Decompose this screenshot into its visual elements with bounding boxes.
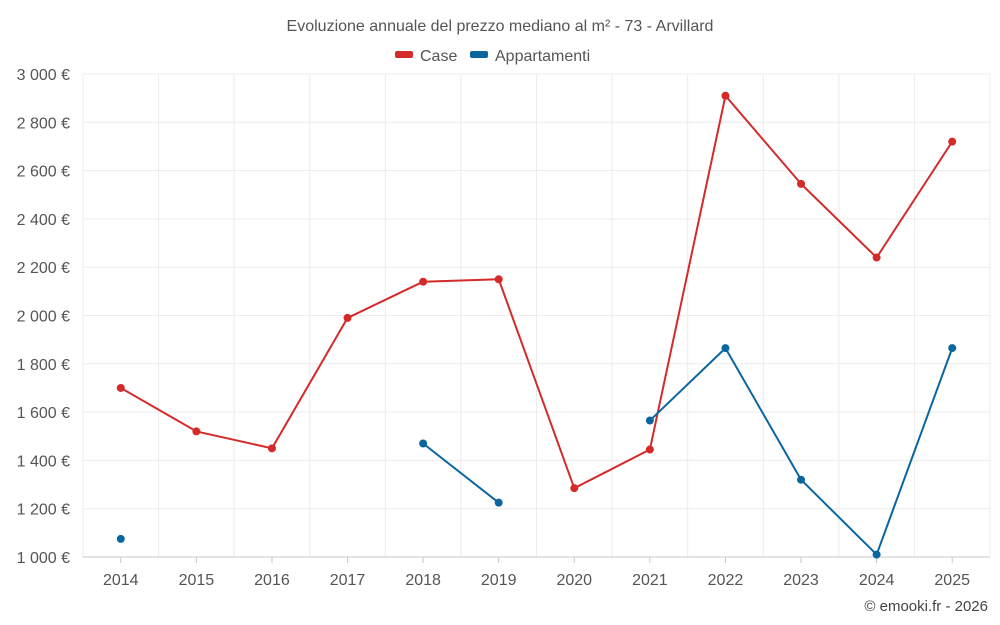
y-tick-label: 1 000 € [17,550,70,567]
y-tick-label: 2 400 € [17,212,70,229]
data-point-appartamenti[interactable] [116,534,125,543]
series-line-appartamenti [422,442,500,504]
y-tick-label: 2 600 € [17,164,70,181]
y-tick-label: 1 800 € [17,357,70,374]
x-tick-label: 2021 [632,572,668,589]
legend-label-appartamenti: Appartamenti [495,48,590,65]
x-tick-label: 2020 [556,572,592,589]
x-tick-label: 2014 [103,572,139,589]
data-point-case[interactable] [721,91,730,100]
data-point-case[interactable] [872,253,881,262]
legend-item-case[interactable]: Case [395,48,457,65]
data-point-case[interactable] [797,179,806,188]
data-point-appartamenti[interactable] [494,498,503,507]
legend-item-appartamenti[interactable]: Appartamenti [470,48,590,65]
data-point-appartamenti[interactable] [797,475,806,484]
credit-text: © emooki.fr - 2026 [864,598,988,615]
x-tick-label: 2023 [783,572,819,589]
legend-swatch-case [395,51,413,58]
y-tick-label: 2 000 € [17,309,70,326]
y-tick-label: 1 200 € [17,502,70,519]
series-layer [116,91,957,559]
data-point-case[interactable] [645,445,654,454]
x-tick-label: 2018 [405,572,441,589]
data-point-case[interactable] [494,275,503,284]
x-tick-label: 2015 [179,572,215,589]
data-point-case[interactable] [343,313,352,322]
y-tick-label: 3 000 € [17,67,70,84]
x-tick-label: 2017 [330,572,366,589]
data-point-appartamenti[interactable] [872,550,881,559]
y-tick-label: 2 200 € [17,260,70,277]
series-line-appartamenti [649,347,954,556]
data-point-appartamenti[interactable] [419,439,428,448]
legend: Case Appartamenti [395,48,590,65]
x-axis: 2014 2015 2016 2017 2018 2019 2020 2021 2022 2023… [83,556,990,589]
x-tick-label: 2019 [481,572,517,589]
data-point-appartamenti[interactable] [948,344,957,353]
data-point-case[interactable] [267,444,276,453]
x-tick-label: 2022 [708,572,744,589]
y-tick-label: 1 600 € [17,405,70,422]
x-tick-label: 2025 [934,572,970,589]
data-point-case[interactable] [570,484,579,493]
y-tick-label: 2 800 € [17,115,70,132]
legend-swatch-appartamenti [470,51,488,58]
chart-title: Evoluzione annuale del prezzo mediano al… [287,18,714,35]
data-point-appartamenti[interactable] [721,344,730,353]
legend-label-case: Case [420,48,457,65]
series-line-case [120,94,954,490]
data-point-appartamenti[interactable] [645,416,654,425]
data-point-case[interactable] [192,427,201,436]
data-point-case[interactable] [116,383,125,392]
x-tick-label: 2024 [859,572,895,589]
grid [82,73,991,557]
data-point-case[interactable] [948,137,957,146]
y-tick-label: 1 400 € [17,453,70,470]
x-tick-label: 2016 [254,572,290,589]
y-axis: 1 000 € 1 200 € 1 400 € 1 600 € 1 800 € 2 000… [17,67,70,567]
data-point-case[interactable] [419,277,428,286]
